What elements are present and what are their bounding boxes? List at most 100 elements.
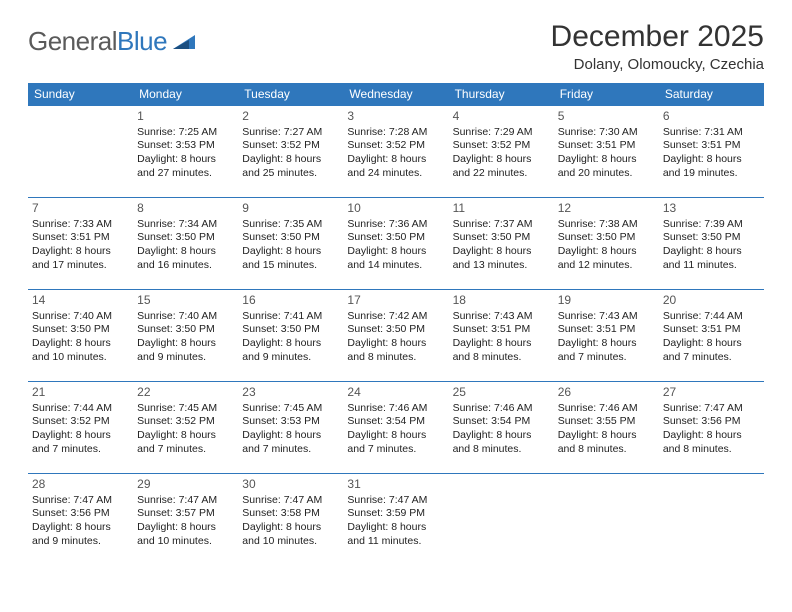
- sunset-line: Sunset: 3:52 PM: [242, 139, 339, 153]
- daylight-line: Daylight: 8 hours and 19 minutes.: [663, 153, 760, 180]
- sunrise-line: Sunrise: 7:40 AM: [32, 310, 129, 324]
- day-number: 3: [347, 109, 444, 125]
- day-number: 26: [558, 385, 655, 401]
- sunset-line: Sunset: 3:50 PM: [242, 323, 339, 337]
- daylight-line: Daylight: 8 hours and 11 minutes.: [663, 245, 760, 272]
- daylight-line: Daylight: 8 hours and 14 minutes.: [347, 245, 444, 272]
- sunrise-line: Sunrise: 7:33 AM: [32, 218, 129, 232]
- sunrise-line: Sunrise: 7:45 AM: [137, 402, 234, 416]
- daylight-line: Daylight: 8 hours and 27 minutes.: [137, 153, 234, 180]
- calendar-cell: 23Sunrise: 7:45 AMSunset: 3:53 PMDayligh…: [238, 382, 343, 474]
- sunset-line: Sunset: 3:51 PM: [558, 323, 655, 337]
- sunset-line: Sunset: 3:56 PM: [663, 415, 760, 429]
- day-number: 9: [242, 201, 339, 217]
- calendar-cell: 13Sunrise: 7:39 AMSunset: 3:50 PMDayligh…: [659, 198, 764, 290]
- sunset-line: Sunset: 3:57 PM: [137, 507, 234, 521]
- daylight-line: Daylight: 8 hours and 7 minutes.: [558, 337, 655, 364]
- day-number: 8: [137, 201, 234, 217]
- daylight-line: Daylight: 8 hours and 22 minutes.: [453, 153, 550, 180]
- daylight-line: Daylight: 8 hours and 10 minutes.: [32, 337, 129, 364]
- sunrise-line: Sunrise: 7:37 AM: [453, 218, 550, 232]
- sunrise-line: Sunrise: 7:40 AM: [137, 310, 234, 324]
- day-number: 12: [558, 201, 655, 217]
- day-number: 4: [453, 109, 550, 125]
- daylight-line: Daylight: 8 hours and 7 minutes.: [663, 337, 760, 364]
- calendar-cell: 12Sunrise: 7:38 AMSunset: 3:50 PMDayligh…: [554, 198, 659, 290]
- sunrise-line: Sunrise: 7:46 AM: [558, 402, 655, 416]
- sunrise-line: Sunrise: 7:42 AM: [347, 310, 444, 324]
- sunset-line: Sunset: 3:54 PM: [347, 415, 444, 429]
- calendar-cell-empty: [449, 474, 554, 566]
- calendar-cell: 30Sunrise: 7:47 AMSunset: 3:58 PMDayligh…: [238, 474, 343, 566]
- sunrise-line: Sunrise: 7:46 AM: [347, 402, 444, 416]
- sunset-line: Sunset: 3:52 PM: [32, 415, 129, 429]
- day-number: 11: [453, 201, 550, 217]
- calendar-cell: 2Sunrise: 7:27 AMSunset: 3:52 PMDaylight…: [238, 106, 343, 198]
- calendar-cell: 5Sunrise: 7:30 AMSunset: 3:51 PMDaylight…: [554, 106, 659, 198]
- day-number: 7: [32, 201, 129, 217]
- sunrise-line: Sunrise: 7:45 AM: [242, 402, 339, 416]
- day-number: 29: [137, 477, 234, 493]
- sunrise-line: Sunrise: 7:36 AM: [347, 218, 444, 232]
- calendar-cell: 7Sunrise: 7:33 AMSunset: 3:51 PMDaylight…: [28, 198, 133, 290]
- day-number: 22: [137, 385, 234, 401]
- day-number: 19: [558, 293, 655, 309]
- sunset-line: Sunset: 3:52 PM: [137, 415, 234, 429]
- sunrise-line: Sunrise: 7:41 AM: [242, 310, 339, 324]
- day-number: 10: [347, 201, 444, 217]
- logo-triangle-icon: [171, 31, 197, 53]
- sunset-line: Sunset: 3:51 PM: [32, 231, 129, 245]
- daylight-line: Daylight: 8 hours and 10 minutes.: [242, 521, 339, 548]
- day-number: 6: [663, 109, 760, 125]
- calendar-cell: 18Sunrise: 7:43 AMSunset: 3:51 PMDayligh…: [449, 290, 554, 382]
- day-number: 14: [32, 293, 129, 309]
- calendar-cell: 26Sunrise: 7:46 AMSunset: 3:55 PMDayligh…: [554, 382, 659, 474]
- sunset-line: Sunset: 3:50 PM: [242, 231, 339, 245]
- calendar-cell-empty: [554, 474, 659, 566]
- sunrise-line: Sunrise: 7:28 AM: [347, 126, 444, 140]
- calendar-cell: 17Sunrise: 7:42 AMSunset: 3:50 PMDayligh…: [343, 290, 448, 382]
- calendar-cell: 15Sunrise: 7:40 AMSunset: 3:50 PMDayligh…: [133, 290, 238, 382]
- weekday-header: Monday: [133, 83, 238, 106]
- sunset-line: Sunset: 3:50 PM: [347, 323, 444, 337]
- sunrise-line: Sunrise: 7:27 AM: [242, 126, 339, 140]
- daylight-line: Daylight: 8 hours and 7 minutes.: [347, 429, 444, 456]
- sunset-line: Sunset: 3:55 PM: [558, 415, 655, 429]
- sunset-line: Sunset: 3:51 PM: [663, 323, 760, 337]
- day-number: 24: [347, 385, 444, 401]
- daylight-line: Daylight: 8 hours and 15 minutes.: [242, 245, 339, 272]
- day-number: 28: [32, 477, 129, 493]
- sunset-line: Sunset: 3:51 PM: [663, 139, 760, 153]
- sunset-line: Sunset: 3:59 PM: [347, 507, 444, 521]
- sunrise-line: Sunrise: 7:31 AM: [663, 126, 760, 140]
- sunrise-line: Sunrise: 7:47 AM: [32, 494, 129, 508]
- sunrise-line: Sunrise: 7:38 AM: [558, 218, 655, 232]
- sunset-line: Sunset: 3:51 PM: [453, 323, 550, 337]
- daylight-line: Daylight: 8 hours and 9 minutes.: [242, 337, 339, 364]
- daylight-line: Daylight: 8 hours and 13 minutes.: [453, 245, 550, 272]
- sunset-line: Sunset: 3:51 PM: [558, 139, 655, 153]
- sunset-line: Sunset: 3:50 PM: [32, 323, 129, 337]
- calendar-cell: 20Sunrise: 7:44 AMSunset: 3:51 PMDayligh…: [659, 290, 764, 382]
- calendar-cell-empty: [28, 106, 133, 198]
- sunset-line: Sunset: 3:50 PM: [453, 231, 550, 245]
- daylight-line: Daylight: 8 hours and 12 minutes.: [558, 245, 655, 272]
- calendar-cell: 25Sunrise: 7:46 AMSunset: 3:54 PMDayligh…: [449, 382, 554, 474]
- weekday-header: Tuesday: [238, 83, 343, 106]
- daylight-line: Daylight: 8 hours and 7 minutes.: [137, 429, 234, 456]
- sunrise-line: Sunrise: 7:47 AM: [137, 494, 234, 508]
- daylight-line: Daylight: 8 hours and 25 minutes.: [242, 153, 339, 180]
- calendar-cell: 28Sunrise: 7:47 AMSunset: 3:56 PMDayligh…: [28, 474, 133, 566]
- sunset-line: Sunset: 3:53 PM: [137, 139, 234, 153]
- sunset-line: Sunset: 3:50 PM: [558, 231, 655, 245]
- day-number: 18: [453, 293, 550, 309]
- daylight-line: Daylight: 8 hours and 9 minutes.: [137, 337, 234, 364]
- calendar-cell: 31Sunrise: 7:47 AMSunset: 3:59 PMDayligh…: [343, 474, 448, 566]
- sunrise-line: Sunrise: 7:35 AM: [242, 218, 339, 232]
- sunset-line: Sunset: 3:52 PM: [347, 139, 444, 153]
- calendar-cell: 9Sunrise: 7:35 AMSunset: 3:50 PMDaylight…: [238, 198, 343, 290]
- day-number: 25: [453, 385, 550, 401]
- calendar-cell: 14Sunrise: 7:40 AMSunset: 3:50 PMDayligh…: [28, 290, 133, 382]
- day-number: 2: [242, 109, 339, 125]
- title-block: December 2025 Dolany, Olomoucky, Czechia: [551, 20, 764, 73]
